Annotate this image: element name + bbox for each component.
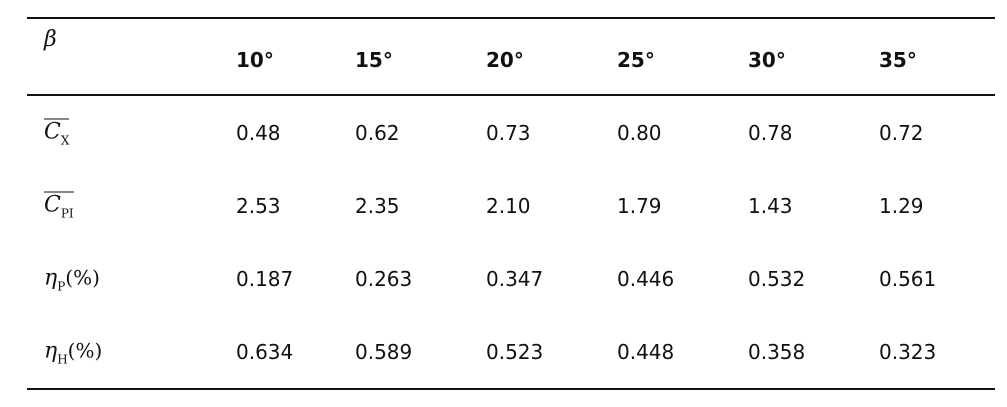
table-cell: 0.561 <box>879 267 937 291</box>
table-cell: 0.73 <box>486 121 531 145</box>
table-cell: 0.446 <box>617 267 675 291</box>
column-header: 15° <box>355 48 393 72</box>
table-cell: 0.523 <box>486 340 544 364</box>
table-cell: 0.532 <box>748 267 806 291</box>
table-cell: 0.448 <box>617 340 675 364</box>
label-symbol: η <box>44 265 58 291</box>
header-rule <box>27 94 995 96</box>
label-subscript: PI <box>60 206 74 221</box>
label-symbol: C <box>44 119 61 145</box>
label-subscript: X <box>60 133 70 148</box>
row-label: ηH(%) <box>44 338 102 367</box>
row-label: ηP(%) <box>44 265 100 294</box>
bottom-rule <box>27 388 995 390</box>
table-cell: 0.80 <box>617 121 662 145</box>
table-cell: 0.634 <box>236 340 294 364</box>
table-cell: 1.29 <box>879 194 924 218</box>
top-rule <box>27 17 995 19</box>
label-subscript: H <box>57 352 68 367</box>
table-cell: 0.358 <box>748 340 806 364</box>
label-symbol: C <box>44 192 61 218</box>
table-cell: 0.48 <box>236 121 281 145</box>
column-header: 10° <box>236 48 274 72</box>
table-cell: 0.347 <box>486 267 544 291</box>
column-header: 30° <box>748 48 786 72</box>
table-cell: 1.43 <box>748 194 793 218</box>
table-cell: 0.323 <box>879 340 937 364</box>
table-cell: 0.78 <box>748 121 793 145</box>
row-label: CX <box>44 118 70 148</box>
label-symbol: η <box>44 338 58 364</box>
table-cell: 2.10 <box>486 194 531 218</box>
label-subscript: P <box>57 279 66 294</box>
column-header: 20° <box>486 48 524 72</box>
table-cell: 0.187 <box>236 267 294 291</box>
row-label: CPI <box>44 191 74 221</box>
table-cell: 0.62 <box>355 121 400 145</box>
corner-label: β <box>44 27 57 52</box>
table-cell: 2.35 <box>355 194 400 218</box>
table-cell: 0.72 <box>879 121 924 145</box>
label-suffix: (%) <box>65 265 100 290</box>
column-header: 35° <box>879 48 917 72</box>
label-suffix: (%) <box>67 338 103 363</box>
table-cell: 1.79 <box>617 194 662 218</box>
column-header: 25° <box>617 48 655 72</box>
table-cell: 0.263 <box>355 267 413 291</box>
table-cell: 0.589 <box>355 340 413 364</box>
table-cell: 2.53 <box>236 194 281 218</box>
